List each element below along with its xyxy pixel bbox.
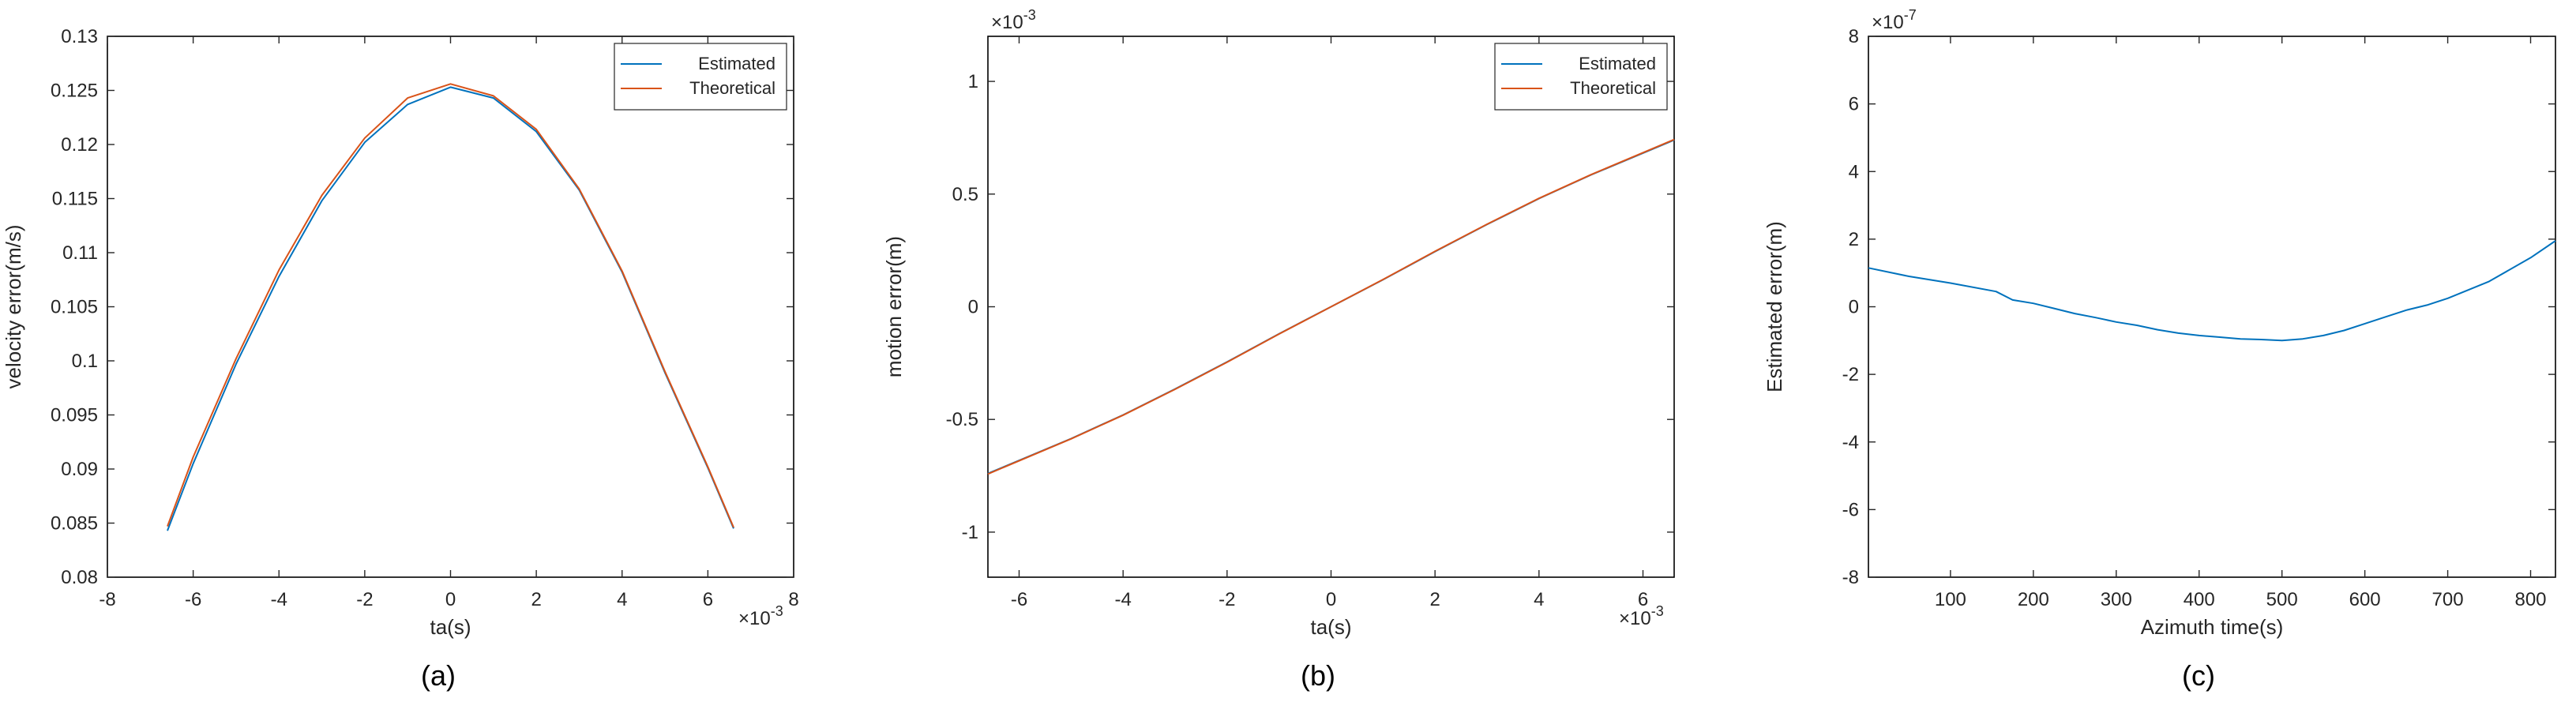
x-tick-label: -4: [271, 589, 287, 610]
x-tick-label: 100: [1935, 589, 1966, 610]
x-tick-label: 6: [1638, 589, 1648, 610]
chart-c: 100 200 300 400 500 600 700 800 -8 -6 -4 -2 0 2 4 6 8 Azi…: [1763, 7, 2556, 692]
x-tick-label: 2: [531, 589, 541, 610]
y-tick-label: -6: [1842, 499, 1859, 520]
x-tick-label: -6: [185, 589, 201, 610]
x-tick-label: 0: [1326, 589, 1336, 610]
y-tick-label: -2: [1842, 364, 1859, 385]
plot-frame: [107, 36, 794, 578]
plot-frame: [1868, 36, 2556, 578]
panel-caption: (b): [1301, 659, 1335, 692]
chart-b: -6 -4 -2 0 2 4 6 -1 -0.5 0 0.5 1 ta(s) motion error(m…: [882, 7, 1675, 692]
legend-label: Estimated: [1579, 54, 1656, 73]
x-tick-label: -2: [356, 589, 373, 610]
legend: Estimated Theoretical: [614, 43, 787, 111]
x-tick-label: -2: [1219, 589, 1235, 610]
y-tick-label: 1: [968, 71, 978, 92]
y-axis-label: Estimated error(m): [1763, 221, 1786, 392]
legend: Estimated Theoretical: [1494, 43, 1668, 111]
y-tick-label: 0.13: [61, 26, 98, 47]
y-tick-label: -4: [1842, 432, 1859, 453]
y-tick-label: 4: [1849, 161, 1859, 182]
x-tick-label: -6: [1011, 589, 1027, 610]
x-tick-label: -8: [99, 589, 115, 610]
x-tick-label: 800: [2514, 589, 2546, 610]
x-tick-label: 4: [1534, 589, 1544, 610]
legend-box: [614, 43, 787, 111]
series-line-theoretical: [987, 138, 1675, 475]
x-tick-label: 400: [2184, 589, 2215, 610]
y-multiplier-exponent: -3: [1023, 7, 1036, 23]
series-line-estimated-error: [1868, 240, 2556, 342]
x-multiplier: ×10-3: [738, 603, 783, 629]
x-axis-label: ta(s): [430, 615, 471, 639]
y-tick-label: 0: [1849, 297, 1859, 318]
series-line-theoretical: [167, 83, 734, 528]
y-tick-label: -0.5: [946, 409, 978, 430]
x-multiplier-exponent: -3: [1651, 603, 1664, 619]
legend-box: [1494, 43, 1668, 111]
y-tick-label: -1: [962, 522, 978, 543]
y-tick-label: 0.085: [51, 513, 98, 535]
legend-label: Theoretical: [1570, 78, 1656, 98]
y-multiplier: ×10-7: [1872, 7, 1917, 33]
x-tick-label: 4: [617, 589, 627, 610]
x-tick-label: 8: [788, 589, 798, 610]
x-multiplier-exponent: -3: [771, 603, 783, 619]
y-tick-label: 0.09: [61, 459, 98, 480]
x-tick-label: 2: [1429, 589, 1440, 610]
y-multiplier-exponent: -7: [1904, 7, 1917, 23]
chart-a: -8 -6 -4 -2 0 2 4 6 8 0.08 0.085 0.09 0.095 0.1 0.105 0…: [2, 26, 799, 692]
x-tick-label: 6: [703, 589, 713, 610]
y-axis-label: velocity error(m/s): [2, 224, 25, 388]
y-tick-label: 0.12: [61, 134, 98, 156]
y-tick-label: 0.115: [52, 189, 98, 210]
y-tick-label: 2: [1849, 229, 1859, 250]
y-tick-label: 0.095: [51, 405, 98, 426]
y-axis-label: motion error(m): [882, 236, 906, 377]
x-tick-label: 300: [2101, 589, 2132, 610]
y-tick-label: 0.11: [62, 242, 98, 264]
x-tick-label: -4: [1114, 589, 1131, 610]
x-tick-label: 200: [2018, 589, 2049, 610]
y-tick-label: 0: [968, 297, 978, 318]
y-tick-label: 6: [1849, 94, 1859, 115]
x-axis-label: ta(s): [1311, 615, 1352, 639]
x-tick-label: 700: [2432, 589, 2464, 610]
panel-caption: (a): [421, 659, 456, 692]
panel-caption: (c): [2182, 659, 2215, 692]
x-axis-label: Azimuth time(s): [2141, 615, 2284, 639]
y-multiplier: ×10-3: [991, 7, 1036, 33]
x-tick-label: 600: [2349, 589, 2381, 610]
y-tick-label: 0.125: [51, 81, 98, 102]
legend-label: Estimated: [698, 54, 775, 73]
x-tick-label: 0: [445, 589, 456, 610]
y-tick-label: 0.1: [72, 351, 98, 372]
y-tick-label: 0.5: [952, 184, 978, 205]
legend-label: Theoretical: [689, 78, 775, 98]
y-tick-label: 0.105: [51, 297, 98, 318]
y-tick-label: -8: [1842, 567, 1859, 588]
y-tick-label: 0.08: [61, 567, 98, 588]
x-tick-label: 500: [2266, 589, 2298, 610]
y-tick-label: 8: [1849, 26, 1859, 47]
